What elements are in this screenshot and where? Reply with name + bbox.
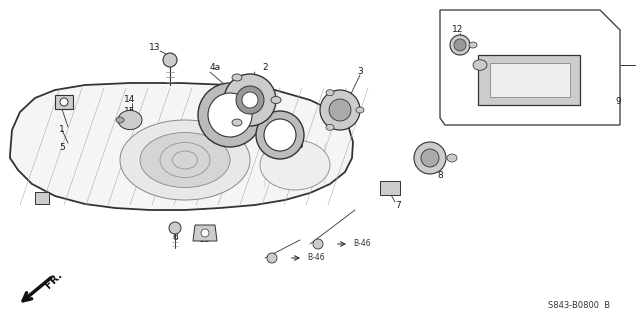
Text: 14: 14 — [124, 95, 136, 105]
Text: 5: 5 — [59, 144, 65, 152]
Text: 15: 15 — [124, 108, 136, 116]
Ellipse shape — [232, 74, 242, 81]
Ellipse shape — [264, 119, 296, 151]
Polygon shape — [193, 225, 217, 241]
Ellipse shape — [469, 42, 477, 48]
Ellipse shape — [120, 120, 250, 200]
Polygon shape — [35, 192, 49, 204]
Circle shape — [313, 239, 323, 249]
Text: 8: 8 — [437, 170, 443, 180]
Text: 9: 9 — [615, 98, 621, 107]
Text: B-46: B-46 — [307, 254, 324, 263]
Ellipse shape — [447, 154, 457, 162]
Text: 3: 3 — [357, 68, 363, 77]
Ellipse shape — [473, 60, 487, 70]
Ellipse shape — [356, 107, 364, 113]
Ellipse shape — [256, 111, 304, 159]
Text: 2: 2 — [262, 63, 268, 72]
Ellipse shape — [414, 142, 446, 174]
Circle shape — [163, 53, 177, 67]
Circle shape — [450, 35, 470, 55]
Ellipse shape — [208, 93, 252, 137]
Text: FR.: FR. — [43, 270, 64, 290]
Ellipse shape — [224, 74, 276, 126]
Ellipse shape — [198, 83, 262, 147]
Text: 4a: 4a — [209, 63, 221, 72]
Text: B-46: B-46 — [353, 240, 371, 249]
Ellipse shape — [320, 90, 360, 130]
Polygon shape — [490, 63, 570, 97]
Ellipse shape — [118, 110, 142, 130]
Text: 12: 12 — [452, 26, 464, 34]
Text: S843-B0800  B: S843-B0800 B — [548, 300, 610, 309]
Ellipse shape — [140, 132, 230, 188]
Polygon shape — [55, 95, 73, 109]
Text: 13: 13 — [149, 43, 161, 53]
Polygon shape — [380, 181, 400, 195]
Circle shape — [454, 39, 466, 51]
Text: 10: 10 — [504, 56, 516, 64]
Circle shape — [242, 92, 258, 108]
Ellipse shape — [326, 90, 334, 96]
Circle shape — [60, 98, 68, 106]
Text: 11: 11 — [199, 235, 211, 244]
Ellipse shape — [260, 140, 330, 190]
Polygon shape — [10, 83, 353, 210]
Circle shape — [267, 253, 277, 263]
Ellipse shape — [232, 119, 242, 126]
Circle shape — [201, 229, 209, 237]
Ellipse shape — [271, 97, 281, 103]
Text: 4b: 4b — [292, 140, 304, 150]
Ellipse shape — [326, 124, 334, 130]
Circle shape — [236, 86, 264, 114]
Text: 7: 7 — [395, 202, 401, 211]
Text: 6: 6 — [172, 234, 178, 242]
Circle shape — [421, 149, 439, 167]
Text: 1: 1 — [59, 125, 65, 135]
Circle shape — [329, 99, 351, 121]
Polygon shape — [478, 55, 580, 105]
Ellipse shape — [116, 117, 124, 123]
Circle shape — [169, 222, 181, 234]
